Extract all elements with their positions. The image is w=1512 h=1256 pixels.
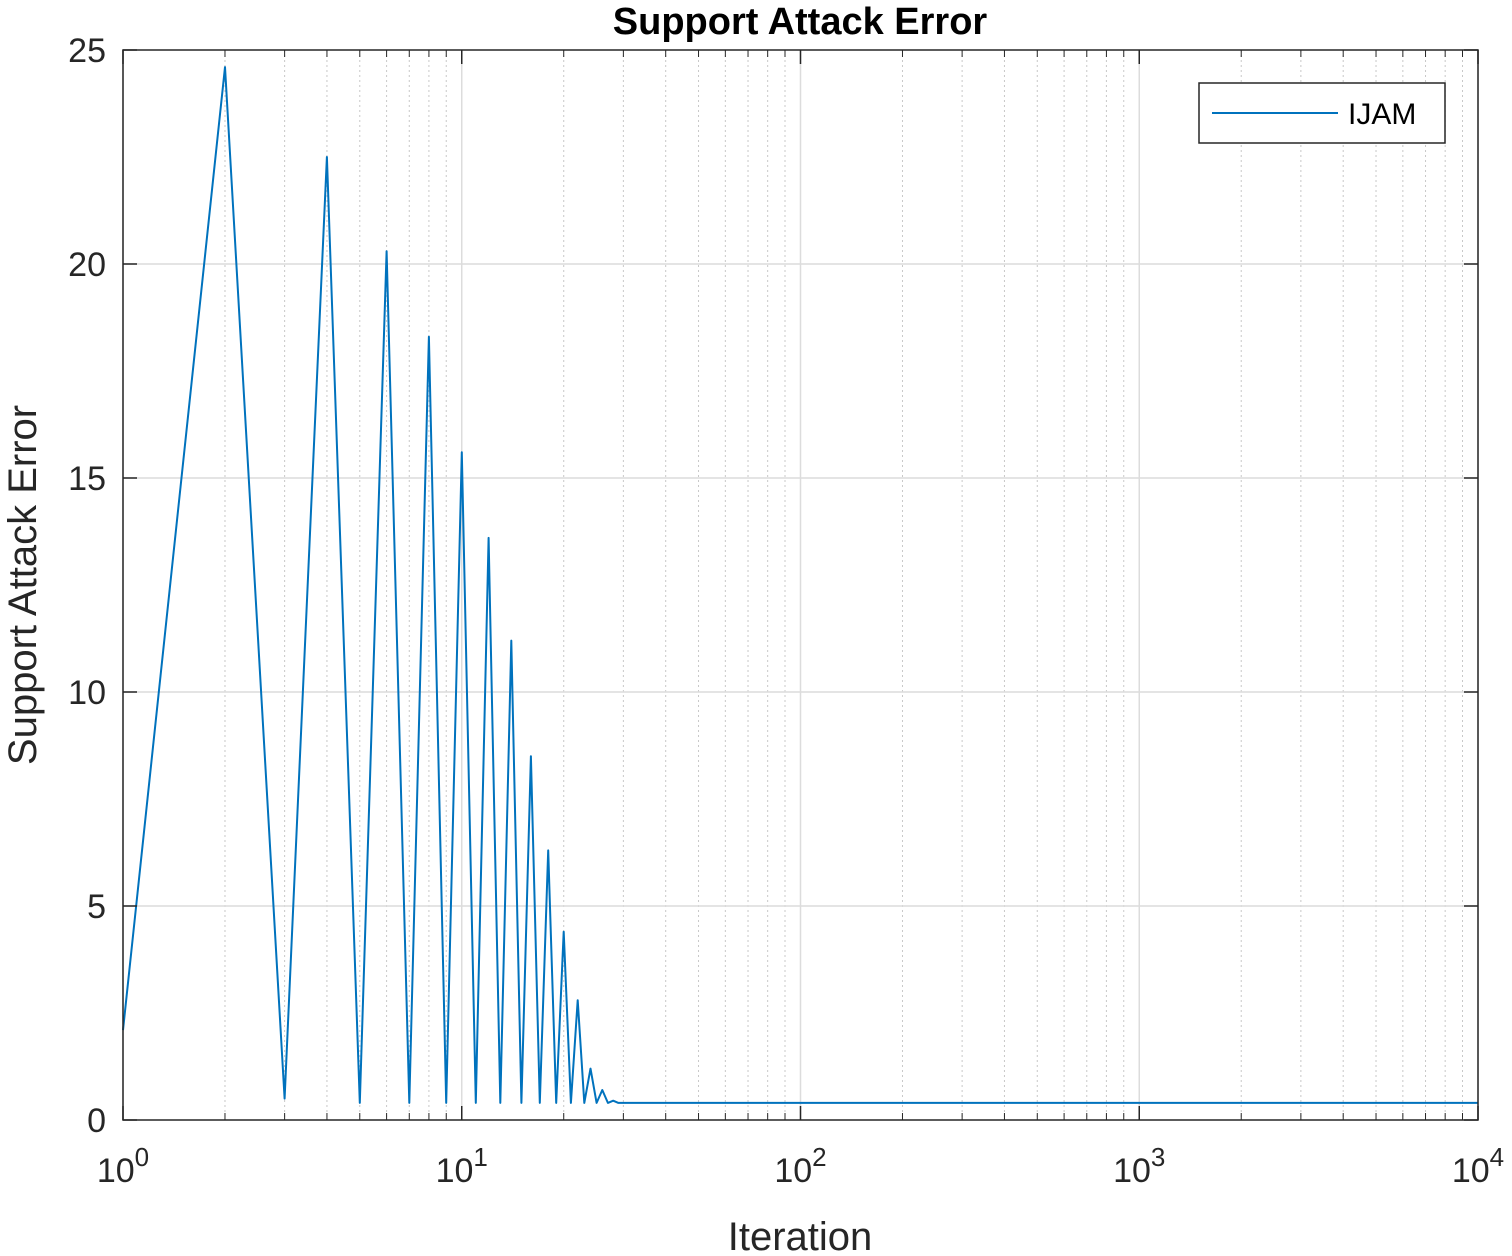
x-tick-label: 101	[436, 1142, 488, 1190]
axes-box	[122, 49, 1479, 1121]
x-tick-label: 104	[1452, 1142, 1504, 1190]
y-axis-label: Support Attack Error	[1, 405, 45, 765]
y-tick-label: 20	[68, 246, 106, 284]
chart-title: Support Attack Error	[613, 1, 988, 43]
axes	[122, 49, 1479, 1121]
x-tick-label: 102	[774, 1142, 826, 1190]
x-tick-label: 100	[97, 1142, 149, 1190]
grid-lines	[122, 50, 1479, 1120]
series-lines	[122, 66, 1478, 1104]
y-tick-label: 0	[87, 1102, 106, 1140]
y-tick-label: 10	[68, 674, 106, 712]
legend-label: IJAM	[1348, 98, 1416, 131]
tick-labels: 100 101 102 103 104 0 5 10 15 20 25	[68, 32, 1504, 1190]
y-tick-label: 5	[87, 888, 106, 926]
legend: IJAM	[1198, 82, 1446, 144]
series-line-ijam	[122, 66, 1478, 1104]
y-tick-label: 25	[68, 32, 106, 70]
y-tick-label: 15	[68, 460, 106, 498]
x-axis-label: Iteration	[728, 1215, 873, 1256]
x-tick-label: 103	[1113, 1142, 1165, 1190]
